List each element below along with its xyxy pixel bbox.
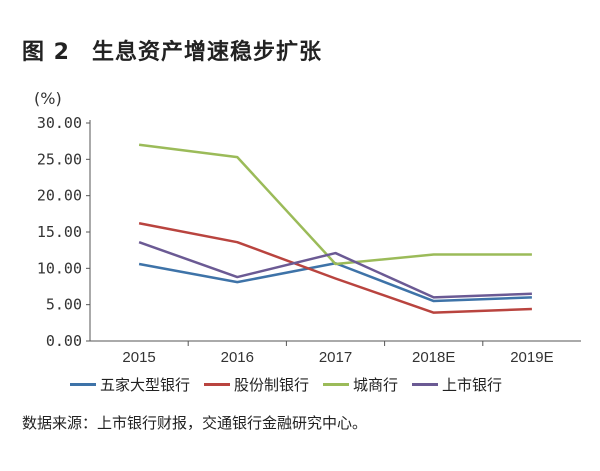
legend-swatch <box>70 383 96 386</box>
legend-item: 城商行 <box>323 374 398 395</box>
legend-item: 股份制银行 <box>204 374 309 395</box>
legend: 五家大型银行 股份制银行 城商行 上市银行 <box>70 374 502 395</box>
legend-swatch <box>412 383 439 386</box>
legend-label: 上市银行 <box>442 376 503 394</box>
x-tick-label: 2017 <box>319 349 352 366</box>
y-tick-label: 10.00 <box>37 259 82 277</box>
y-tick-label: 0.00 <box>46 332 82 350</box>
x-tick-label: 2015 <box>122 349 155 366</box>
y-tick-label: 5.00 <box>46 296 82 314</box>
y-tick-label: 20.00 <box>37 187 82 205</box>
x-tick-label: 2019E <box>510 349 553 366</box>
legend-label: 股份制银行 <box>234 376 310 394</box>
x-tick-label: 2016 <box>221 349 254 366</box>
y-tick-label: 25.00 <box>37 150 82 168</box>
legend-label: 城商行 <box>353 376 399 394</box>
legend-swatch <box>323 383 350 386</box>
series-line-2 <box>138 143 532 266</box>
y-tick-label: 30.00 <box>37 114 82 132</box>
title-text: 生息资产增速稳步扩张 <box>91 40 322 65</box>
source-note: 数据来源：上市银行财报，交通银行金融研究中心。 <box>22 414 368 432</box>
chart-title: 图 2 生息资产增速稳步扩张 <box>22 34 322 66</box>
y-tick-label: 15.00 <box>37 223 82 241</box>
y-axis-unit: (%) <box>34 89 62 108</box>
x-tick-label: 2018E <box>412 349 455 366</box>
legend-item: 五家大型银行 <box>70 374 190 395</box>
figure-number: 图 2 <box>22 40 70 65</box>
legend-item: 上市银行 <box>412 374 502 395</box>
series-line-3 <box>138 240 532 299</box>
legend-swatch <box>204 383 231 386</box>
legend-label: 五家大型银行 <box>100 376 191 394</box>
